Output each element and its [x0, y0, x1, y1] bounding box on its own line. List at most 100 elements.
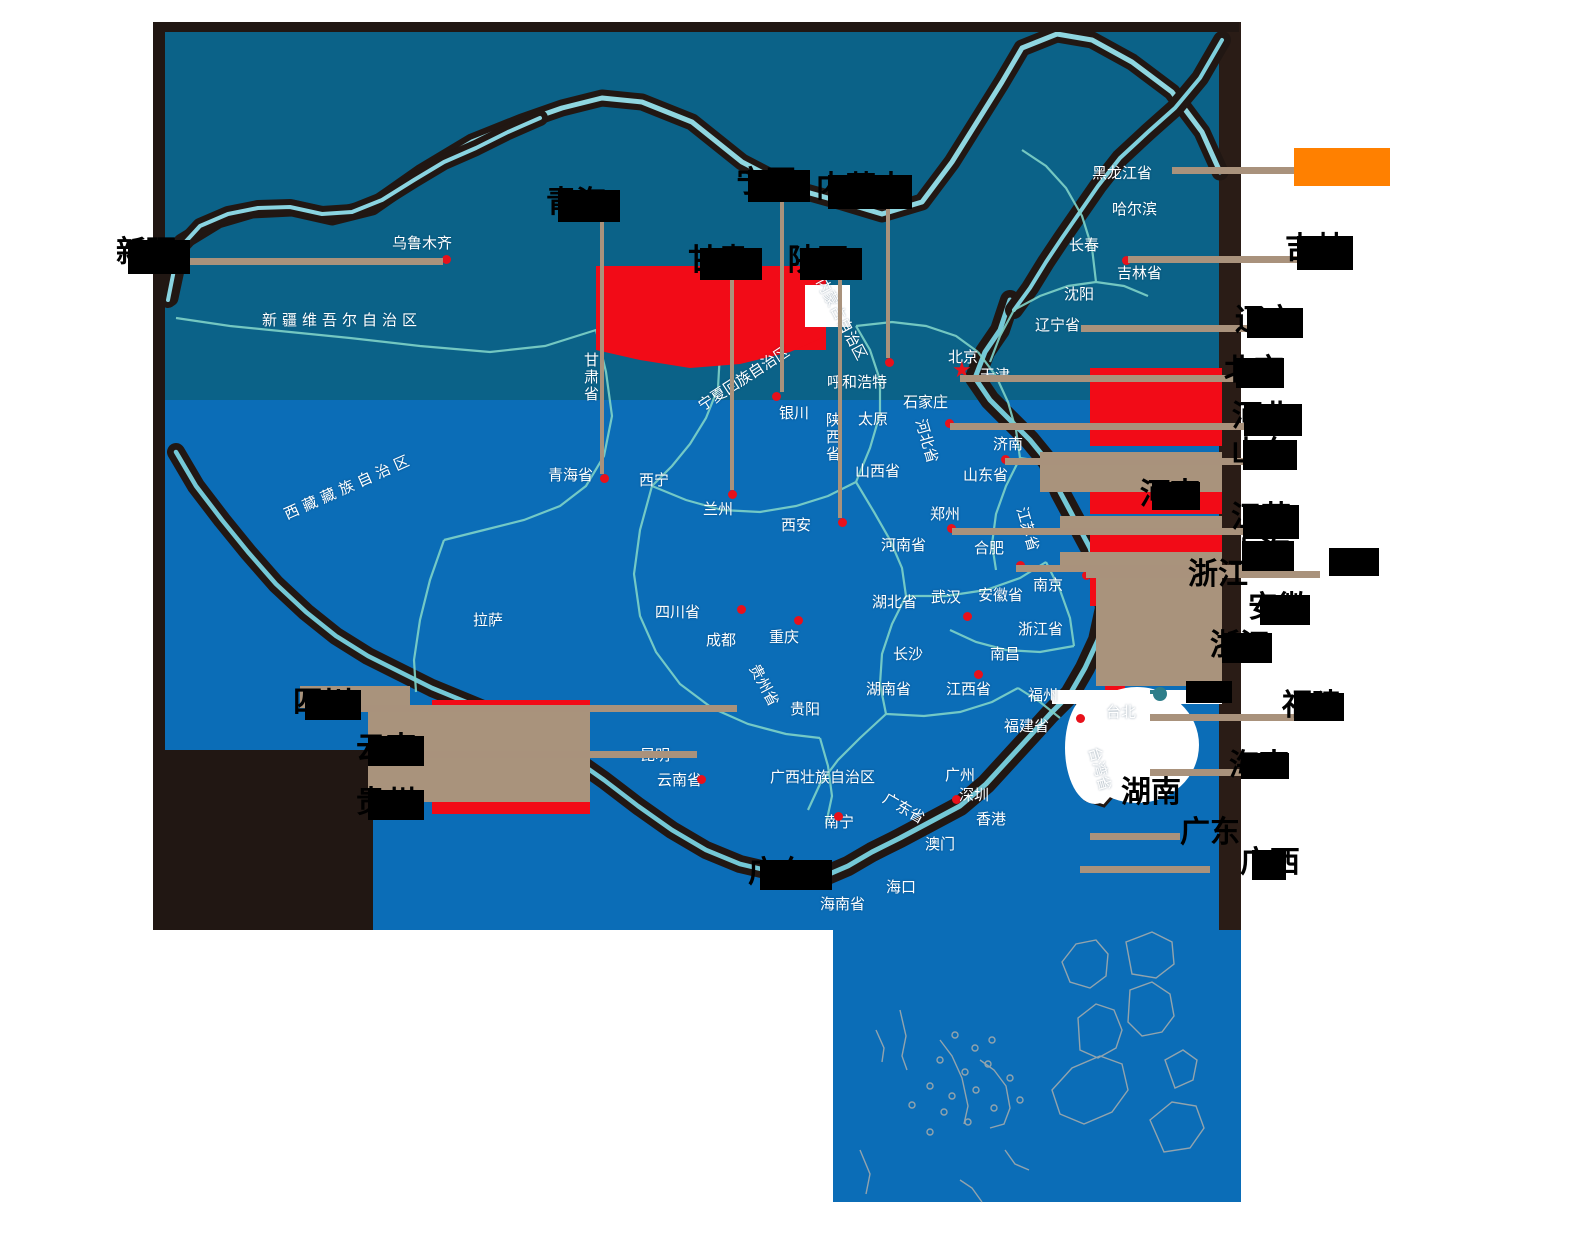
map-province-label: 四川省: [655, 603, 701, 621]
map-city-label: 长沙: [893, 645, 924, 663]
map-city-label: 银川: [779, 404, 810, 422]
callout-leader-line: [1081, 325, 1247, 332]
map-city-label: 香港: [976, 810, 1007, 828]
city-dot-marker: [697, 775, 706, 784]
callout-leader-line: [361, 705, 737, 712]
callout-leader-line: [780, 202, 784, 392]
callout-redaction-box: [1252, 850, 1286, 880]
callout-leader-line: [960, 375, 1236, 382]
map-province-label: 云南省: [657, 771, 703, 789]
map-city-label: 福州: [1028, 686, 1059, 704]
city-dot-marker: [963, 612, 972, 621]
map-province-label: 河南省: [881, 536, 927, 554]
callout-label-zhejiang[interactable]: 浙江: [1188, 557, 1248, 592]
callout-leader-line: [1090, 833, 1180, 840]
redaction-block-bottom-left: [153, 750, 373, 930]
callout-redaction-box: [1152, 482, 1200, 510]
callout-color-swatch: [1294, 148, 1390, 186]
map-province-label: 海南省: [820, 895, 866, 913]
callout-redaction-box: [1186, 681, 1232, 703]
map-province-label: 浙江省: [1018, 620, 1064, 638]
callout-leader-line: [730, 280, 734, 490]
map-province-label: 吉林省: [1117, 264, 1163, 282]
map-province-label: 湖北省: [872, 593, 918, 611]
callout-label-hunan[interactable]: 湖南: [1121, 775, 1181, 810]
city-dot-marker: [945, 419, 954, 428]
map-city-label: 南昌: [990, 645, 1021, 663]
callout-redaction-box: [1297, 236, 1353, 270]
callout-redaction-box: [128, 240, 190, 274]
map-city-label: 南京: [1033, 576, 1064, 594]
map-city-label: 长春: [1069, 236, 1100, 254]
callout-redaction-box: [1329, 548, 1379, 576]
callout-redaction-box: [1243, 505, 1299, 539]
callout-redaction-box: [1243, 440, 1297, 470]
city-dot-marker: [600, 474, 609, 483]
map-city-label: 兰州: [703, 500, 734, 518]
map-province-label: 新疆维吾尔自治区: [262, 311, 423, 329]
map-city-label: 太原: [858, 410, 889, 428]
callout-redaction-box: [700, 248, 762, 280]
city-dot-marker: [728, 490, 737, 499]
map-province-label: 湖南省: [866, 680, 912, 698]
map-province-label: 甘肃省: [582, 352, 600, 403]
callout-redaction-box: [368, 790, 424, 820]
map-city-label: 呼和浩特: [827, 373, 888, 391]
map-city-label: 澳门: [925, 835, 956, 853]
callout-leader-line: [1086, 571, 1320, 578]
callout-leader-line: [1150, 769, 1241, 776]
callout-redaction-box: [1244, 404, 1302, 436]
callout-leader-line: [838, 280, 842, 518]
callout-leader-line: [424, 751, 697, 758]
map-province-label: 青海省: [548, 466, 594, 484]
callout-redaction-box: [1294, 693, 1344, 721]
map-province-label: 黑龙江省: [1092, 164, 1153, 182]
map-city-label: 济南: [993, 435, 1024, 453]
map-province-label: 辽宁省: [1035, 316, 1081, 334]
map-province-label: 安徽省: [978, 586, 1024, 604]
city-dot-marker: [1122, 256, 1131, 265]
map-province-label: 山东省: [963, 466, 1009, 484]
callout-redaction-box: [1260, 595, 1310, 625]
map-province-label: 山西省: [855, 462, 901, 480]
map-city-label: 重庆: [769, 628, 800, 646]
map-city-label: 成都: [706, 631, 737, 649]
map-city-label: 武汉: [931, 588, 962, 606]
callout-label-guangdong[interactable]: 广东: [1180, 815, 1240, 850]
callout-leader-line: [952, 528, 1245, 535]
city-dot-marker: [772, 392, 781, 401]
callout-redaction-box: [305, 690, 361, 720]
map-city-label: 北京: [948, 348, 979, 366]
city-dot-marker: [947, 524, 956, 533]
callout-redaction-box: [1242, 541, 1294, 571]
map-city-label: 西安: [781, 516, 812, 534]
map-city-label: 台北: [1106, 703, 1137, 721]
callout-redaction-box: [760, 860, 832, 890]
map-city-label: 广州: [945, 766, 976, 784]
map-city-label: 西宁: [639, 471, 670, 489]
callout-redaction-box: [1247, 308, 1303, 338]
map-province-label: 江西省: [946, 680, 992, 698]
map-city-label: 深圳: [959, 786, 990, 804]
map-province-label: 陕西省: [824, 412, 842, 463]
callout-redaction-box: [828, 175, 912, 209]
city-dot-marker: [885, 358, 894, 367]
map-city-label: 贵阳: [790, 700, 821, 718]
callout-leader-line: [190, 258, 443, 265]
city-dot-marker: [952, 795, 961, 804]
callout-redaction-box: [800, 248, 862, 280]
callout-leader-line: [600, 222, 604, 474]
city-dot-marker: [442, 255, 451, 264]
map-province-label: 广西壮族自治区: [770, 768, 876, 786]
map-city-label: 石家庄: [903, 393, 949, 411]
callout-leader-line: [1090, 565, 1188, 572]
map-city-label: 乌鲁木齐: [392, 234, 453, 252]
map-city-label: 南宁: [824, 813, 855, 831]
callout-redaction-box: [1236, 358, 1284, 388]
callout-redaction-box: [1241, 753, 1289, 779]
callout-redaction-box: [1222, 633, 1272, 663]
map-frame-right-band: [1219, 22, 1241, 930]
city-dot-marker: [794, 616, 803, 625]
callout-redaction-box: [368, 736, 424, 766]
city-dot-marker: [1076, 714, 1085, 723]
